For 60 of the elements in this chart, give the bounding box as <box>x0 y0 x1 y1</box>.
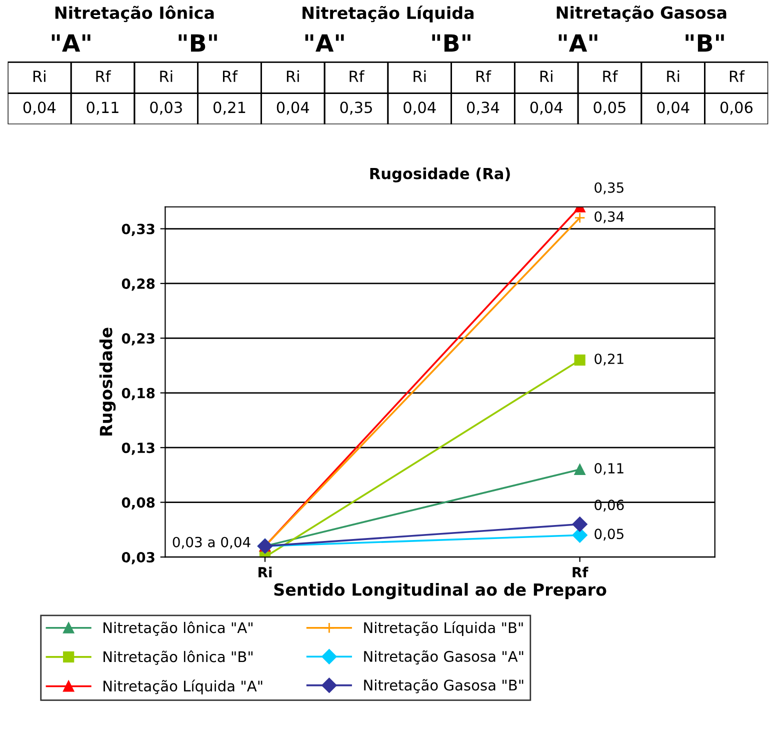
text: "B" <box>432 34 470 52</box>
y-tick-label: 0,28 <box>122 278 155 291</box>
text: 0,04 <box>657 102 690 115</box>
text: 0,21 <box>214 102 246 115</box>
chart-title: Rugosidade (Ra) <box>370 167 510 182</box>
point <box>574 212 586 224</box>
legend-label: Nitretação Gasosa "B" <box>364 679 524 694</box>
data-label: 0,34 <box>594 211 624 224</box>
y-tick-label: 0,18 <box>122 388 155 400</box>
text: "A" <box>305 34 344 52</box>
annotation: 0,03 a 0,04 <box>172 536 250 549</box>
text: 0,35 <box>340 102 372 115</box>
y-tick-label: 0,33 <box>122 224 154 236</box>
text: 0,06 <box>720 102 753 115</box>
text: 0,04 <box>404 102 436 115</box>
legend-label: Nitretação Líquida "A" <box>104 680 262 694</box>
point <box>572 528 588 543</box>
text: Nitretação Líquida <box>302 6 474 22</box>
data-label: 0,35 <box>594 182 624 194</box>
text: Nitretação Iônica <box>55 5 214 22</box>
point <box>574 354 586 366</box>
legend-label: Nitretação Líquida "B" <box>364 621 523 636</box>
text: Ri <box>286 70 299 82</box>
text: Ri <box>540 70 552 82</box>
legend-label: Nitretação lônica "B" <box>104 650 252 665</box>
data-label: 0,11 <box>594 463 624 475</box>
y-tick-label: 0,03 <box>122 552 154 564</box>
text: 0,04 <box>276 102 310 115</box>
text: 0,34 <box>466 102 500 115</box>
legend-label: Nitretação Gasosa "A" <box>364 650 524 665</box>
text: Ri <box>33 70 46 82</box>
text: Rf <box>223 70 238 82</box>
text: "A" <box>558 34 598 52</box>
text: "B" <box>178 34 217 52</box>
text: 0,04 <box>530 102 563 115</box>
text: Rf <box>603 70 618 82</box>
text: Ri <box>414 70 426 82</box>
y-tick-label: 0,23 <box>122 333 154 346</box>
text: Ri <box>667 70 680 82</box>
text: Rf <box>730 70 745 82</box>
text: "B" <box>686 34 724 52</box>
text: Rf <box>350 70 365 82</box>
y-tick-label: 0,13 <box>122 442 154 455</box>
text: Ri <box>160 70 172 82</box>
text: Nitretação Gasosa <box>556 6 726 22</box>
text: 0,04 <box>23 102 56 115</box>
legend-label: Nitretação lônica "A" <box>104 621 252 636</box>
y-tick-label: 0,08 <box>122 497 155 510</box>
text: 0,03 <box>150 102 182 115</box>
text: Rf <box>476 70 492 82</box>
y-axis-title: Rugosidade <box>99 328 116 436</box>
data-label: 0,21 <box>594 354 624 366</box>
point <box>572 516 588 532</box>
data-label: 0,05 <box>594 528 624 541</box>
text: 0,05 <box>594 102 626 115</box>
text: 0,11 <box>86 102 118 115</box>
x-axis-title: Sentido Longitudinal ao de Preparo <box>274 582 606 600</box>
text: Rf <box>96 70 112 82</box>
point <box>574 464 586 476</box>
text: "A" <box>52 34 90 52</box>
